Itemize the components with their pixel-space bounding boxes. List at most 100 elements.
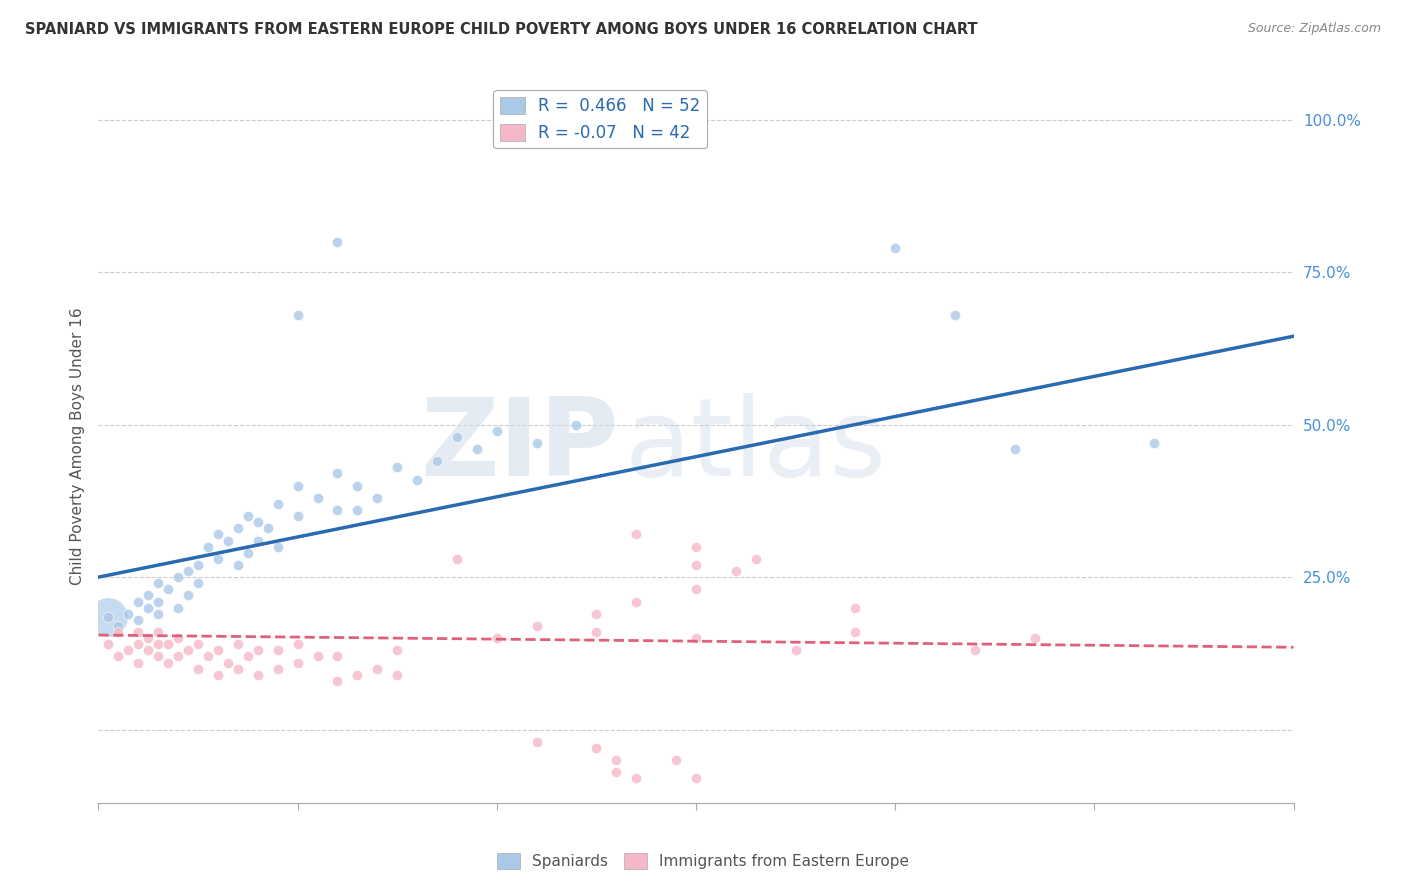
Point xyxy=(167,600,190,615)
Point xyxy=(148,576,170,591)
Point xyxy=(217,656,239,670)
Point xyxy=(236,649,259,664)
Point xyxy=(346,503,368,517)
Point xyxy=(148,625,170,640)
Point xyxy=(127,625,149,640)
Point xyxy=(385,643,409,657)
Point xyxy=(207,527,229,541)
Point xyxy=(97,637,120,651)
Point xyxy=(326,673,349,688)
Point xyxy=(157,637,180,651)
Point xyxy=(246,643,269,657)
Point xyxy=(844,600,866,615)
Point xyxy=(346,478,368,492)
Point xyxy=(127,637,149,651)
Point xyxy=(326,503,349,517)
Point xyxy=(197,649,219,664)
Point xyxy=(187,662,209,676)
Point xyxy=(107,649,129,664)
Point xyxy=(685,772,707,786)
Point xyxy=(385,460,409,475)
Point xyxy=(127,656,149,670)
Point xyxy=(148,649,170,664)
Point xyxy=(406,473,429,487)
Point xyxy=(685,540,707,554)
Point xyxy=(585,740,607,755)
Point xyxy=(267,497,290,511)
Point xyxy=(963,643,986,657)
Point xyxy=(157,582,180,597)
Point xyxy=(97,609,120,624)
Point xyxy=(485,631,508,645)
Point xyxy=(1024,631,1046,645)
Point xyxy=(326,235,349,249)
Point xyxy=(167,649,190,664)
Point xyxy=(585,625,607,640)
Point xyxy=(136,589,159,603)
Point xyxy=(177,564,200,578)
Point xyxy=(326,467,349,481)
Point xyxy=(485,424,508,438)
Point xyxy=(446,551,468,566)
Point xyxy=(167,631,190,645)
Point xyxy=(267,643,290,657)
Point xyxy=(217,533,239,548)
Point xyxy=(287,637,309,651)
Point xyxy=(346,667,368,681)
Point xyxy=(366,662,388,676)
Point xyxy=(117,607,139,621)
Point xyxy=(287,656,309,670)
Point xyxy=(326,649,349,664)
Point xyxy=(177,643,200,657)
Point xyxy=(287,478,309,492)
Y-axis label: Child Poverty Among Boys Under 16: Child Poverty Among Boys Under 16 xyxy=(69,307,84,585)
Point xyxy=(446,430,468,444)
Point xyxy=(605,753,627,767)
Point xyxy=(287,308,309,322)
Point xyxy=(626,594,648,608)
Point xyxy=(236,509,259,524)
Point xyxy=(626,527,648,541)
Point xyxy=(207,667,229,681)
Point xyxy=(565,417,588,432)
Point xyxy=(267,540,290,554)
Point xyxy=(526,436,548,450)
Point xyxy=(745,551,768,566)
Point xyxy=(605,765,627,780)
Point xyxy=(127,613,149,627)
Point xyxy=(426,454,449,468)
Point xyxy=(136,631,159,645)
Point xyxy=(187,576,209,591)
Point xyxy=(207,551,229,566)
Point xyxy=(136,600,159,615)
Point xyxy=(167,570,190,584)
Point xyxy=(465,442,488,456)
Point xyxy=(256,521,278,535)
Point xyxy=(187,637,209,651)
Point xyxy=(685,631,707,645)
Point xyxy=(665,753,688,767)
Point xyxy=(385,667,409,681)
Point xyxy=(236,546,259,560)
Point xyxy=(207,643,229,657)
Point xyxy=(107,619,129,633)
Point xyxy=(884,241,907,255)
Point xyxy=(526,735,548,749)
Point xyxy=(127,594,149,608)
Point xyxy=(226,637,249,651)
Point xyxy=(307,649,329,664)
Point xyxy=(287,509,309,524)
Point xyxy=(157,656,180,670)
Point xyxy=(307,491,329,505)
Point xyxy=(226,662,249,676)
Point xyxy=(1143,436,1166,450)
Point xyxy=(246,533,269,548)
Point xyxy=(246,667,269,681)
Point xyxy=(177,589,200,603)
Point xyxy=(685,582,707,597)
Point xyxy=(148,637,170,651)
Point xyxy=(226,558,249,572)
Point xyxy=(117,643,139,657)
Text: Source: ZipAtlas.com: Source: ZipAtlas.com xyxy=(1247,22,1381,36)
Point xyxy=(1004,442,1026,456)
